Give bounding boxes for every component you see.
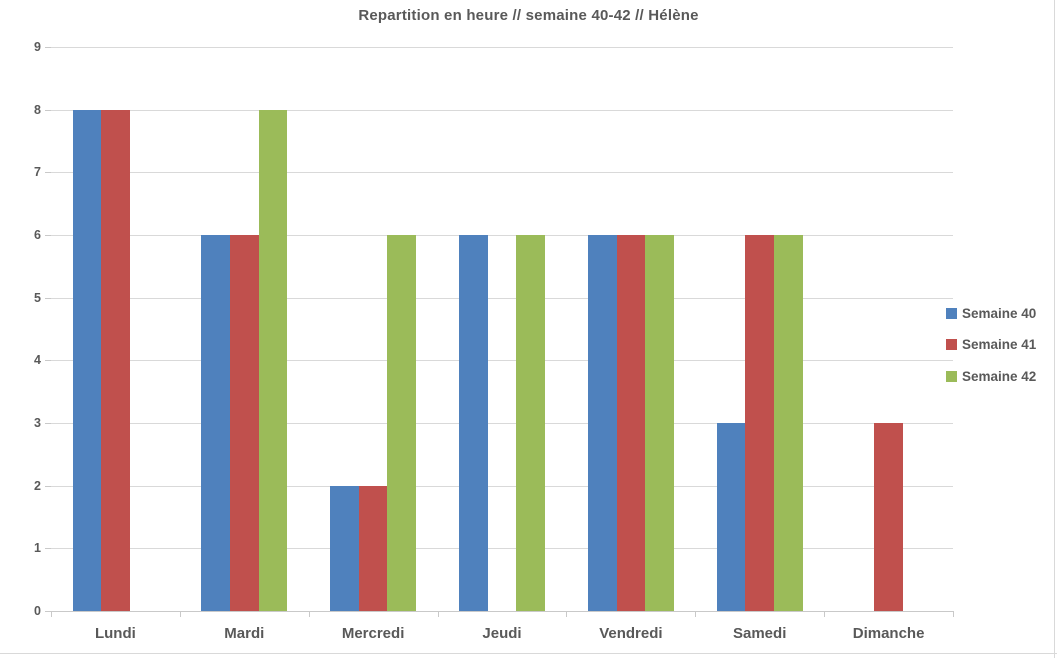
y-axis-tick	[45, 297, 51, 299]
bar-semaine-41-mardi[interactable]	[230, 235, 259, 611]
bar-semaine-40-lundi[interactable]	[72, 109, 102, 611]
y-axis-tick	[45, 47, 51, 48]
x-axis-tick	[437, 611, 439, 617]
bar-semaine-40-mercredi[interactable]	[330, 485, 359, 611]
legend-item-semaine-42[interactable]: Semaine 42	[946, 368, 1037, 384]
legend-swatch-icon	[946, 339, 957, 350]
bar-semaine-41-lundi[interactable]	[101, 109, 130, 611]
gridline	[51, 297, 953, 299]
y-axis-tick-label: 7	[34, 165, 41, 180]
x-axis-category-label: Lundi	[94, 625, 136, 642]
gridline	[51, 360, 953, 362]
gridline	[51, 423, 953, 424]
x-axis-tick	[695, 611, 697, 617]
gridline	[51, 548, 953, 550]
y-axis-tick	[45, 172, 51, 174]
legend-item-label: Semaine 42	[962, 368, 1037, 384]
y-axis-tick	[45, 611, 51, 612]
gridline	[51, 485, 953, 487]
legend-item-label: Semaine 40	[962, 305, 1037, 321]
x-axis-category-label: Jeudi	[482, 625, 522, 642]
y-axis-tick-label: 6	[34, 228, 41, 242]
bar-semaine-42-samedi[interactable]	[774, 235, 803, 611]
chart-border-right	[1054, 0, 1055, 658]
y-axis-tick	[45, 423, 51, 424]
y-axis-tick-label: 0	[34, 604, 41, 618]
bar-semaine-42-jeudi[interactable]	[516, 235, 545, 611]
legend-item-semaine-41[interactable]: Semaine 41	[946, 337, 1037, 352]
x-axis-tick	[566, 611, 568, 617]
y-axis-tick-label: 3	[34, 416, 41, 430]
y-axis-tick	[45, 109, 51, 111]
bar-semaine-42-vendredi[interactable]	[645, 235, 674, 611]
bar-semaine-40-mardi[interactable]	[201, 235, 230, 611]
legend-swatch-icon	[946, 307, 957, 319]
legend-swatch-icon	[946, 370, 957, 382]
x-axis-category-label: Vendredi	[599, 625, 663, 642]
y-axis-tick	[45, 360, 51, 362]
gridline	[51, 172, 953, 174]
bar-semaine-42-mercredi[interactable]	[387, 235, 416, 611]
bar-semaine-41-dimanche[interactable]	[874, 423, 903, 611]
bar-semaine-42-mardi[interactable]	[258, 109, 288, 611]
x-axis-tick	[51, 611, 52, 617]
y-axis-tick-label: 4	[34, 353, 41, 368]
gridline	[51, 109, 953, 111]
bar-semaine-40-jeudi[interactable]	[459, 235, 488, 611]
bar-semaine-40-vendredi[interactable]	[588, 235, 617, 611]
bar-semaine-41-mercredi[interactable]	[358, 485, 388, 611]
x-axis-category-label: Mardi	[224, 625, 265, 642]
x-axis-tick	[308, 611, 310, 617]
chart-title[interactable]: Repartition en heure // semaine 40-42 //…	[358, 7, 699, 24]
bar-semaine-40-samedi[interactable]	[716, 423, 746, 611]
y-axis-tick-label: 1	[34, 541, 41, 556]
x-axis-tick	[953, 611, 954, 617]
y-axis-tick-label: 8	[34, 102, 41, 117]
bar-semaine-41-vendredi[interactable]	[616, 235, 646, 611]
x-axis-tick	[179, 611, 181, 617]
legend-item-label: Semaine 41	[962, 337, 1037, 352]
chart-border-bottom	[0, 653, 1057, 654]
y-axis-tick-label: 5	[34, 290, 41, 305]
bar-semaine-41-samedi[interactable]	[745, 235, 774, 611]
x-axis-tick	[824, 611, 826, 617]
x-axis-category-label: Dimanche	[852, 625, 925, 642]
y-axis-tick	[45, 485, 51, 487]
y-axis-tick-label: 2	[34, 478, 41, 493]
x-axis-category-label: Mercredi	[341, 625, 405, 642]
gridline	[51, 47, 953, 48]
x-axis-line	[51, 611, 953, 612]
gridline	[51, 235, 953, 236]
y-axis-tick-label: 9	[34, 40, 41, 54]
y-axis-tick	[45, 548, 51, 550]
y-axis-tick	[45, 235, 51, 236]
x-axis-category-label: Samedi	[733, 625, 787, 642]
legend-item-semaine-40[interactable]: Semaine 40	[946, 305, 1037, 321]
